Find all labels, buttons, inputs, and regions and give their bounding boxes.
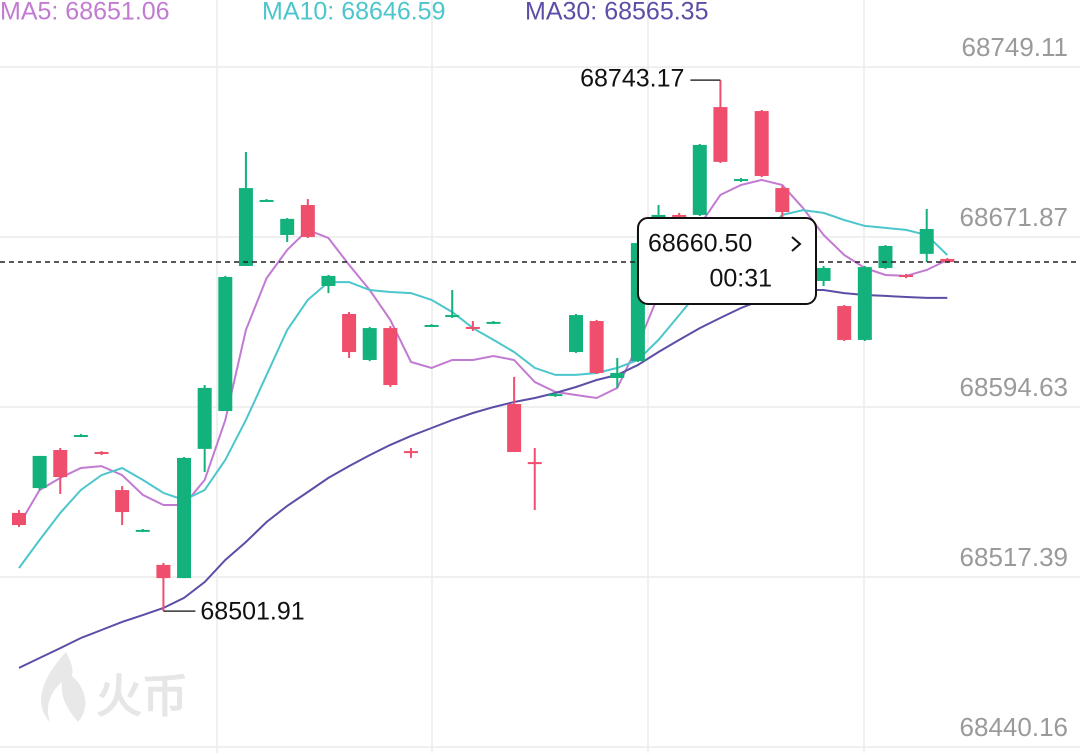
legend-entry: MA10: 68646.59 [262,0,445,26]
candle-body [177,457,192,579]
candle-body [197,387,212,449]
ma-line [18,289,948,669]
candle-body [73,435,88,438]
candle-body [403,451,418,454]
tooltip-box[interactable] [637,217,817,305]
candle-body [940,258,955,263]
ma-line [18,209,948,569]
candle-body [507,403,522,452]
candle-body [816,267,831,281]
legend: MA5: 68651.06 MA10: 68646.59 MA30: 68565.3… [0,0,708,26]
grid [0,66,1080,748]
candle-body [424,324,439,327]
candle-body [94,451,109,454]
legend-entry: MA5: 68651.06 [0,0,170,26]
tooltip-countdown: 00:31 [709,265,772,293]
candle-body [899,275,914,278]
candle-body [342,313,357,353]
candle-body [465,326,480,329]
candle-body [857,267,872,340]
candle-body [383,328,398,386]
annotation-label: 68743.17 [580,65,684,93]
candle-body [321,275,336,287]
annotations: 68743.17 68501.91 [163,65,721,626]
candle-body [280,218,295,235]
candle-body [259,199,274,202]
candle-body [919,229,934,254]
candle-body [445,315,460,318]
chevron-icon [791,236,802,252]
candle-body [32,455,47,489]
candle-body [300,205,315,237]
candle-body [775,188,790,213]
y-axis: 68749.11 68671.87 68594.63 68517.39 68440.16 [960,32,1068,742]
candle-body [156,564,171,579]
candle-body [238,188,253,266]
candle-body [115,490,130,513]
candle-body [12,512,26,526]
y-tick-label: 68517.39 [960,542,1068,572]
ma-line [18,178,948,526]
y-tick-label: 68749.11 [961,32,1068,62]
candle-body [713,107,728,162]
candle-body [837,306,852,340]
candle-body [610,372,625,379]
price-tooltip[interactable]: 68660.50 00:31 [637,217,817,305]
candle-body [878,245,893,268]
annotation-label: 68501.91 [200,598,304,626]
candle-body [569,315,584,353]
candle-body [734,179,749,182]
candle-body [486,321,501,324]
tooltip-price: 68660.50 [648,230,752,258]
vertical-grid [216,0,865,753]
y-tick-label: 68671.87 [960,202,1068,232]
candle-body [218,276,233,412]
candle-body [362,328,377,360]
candle-body [754,111,769,176]
candle-body [527,462,542,465]
y-tick-label: 68594.63 [960,372,1068,402]
candle-body [672,214,687,217]
y-tick-label: 68440.16 [960,712,1068,742]
watermark-text: 火币 [96,670,188,722]
candle-body [692,144,707,215]
candles [12,80,955,612]
legend-entry: MA30: 68565.35 [525,0,708,26]
watermark-icon [41,652,86,722]
candle-body [53,449,68,478]
candle-body [589,321,604,373]
candle-body [548,394,563,397]
watermark: 火币 [41,652,188,722]
candle-body [135,529,150,532]
